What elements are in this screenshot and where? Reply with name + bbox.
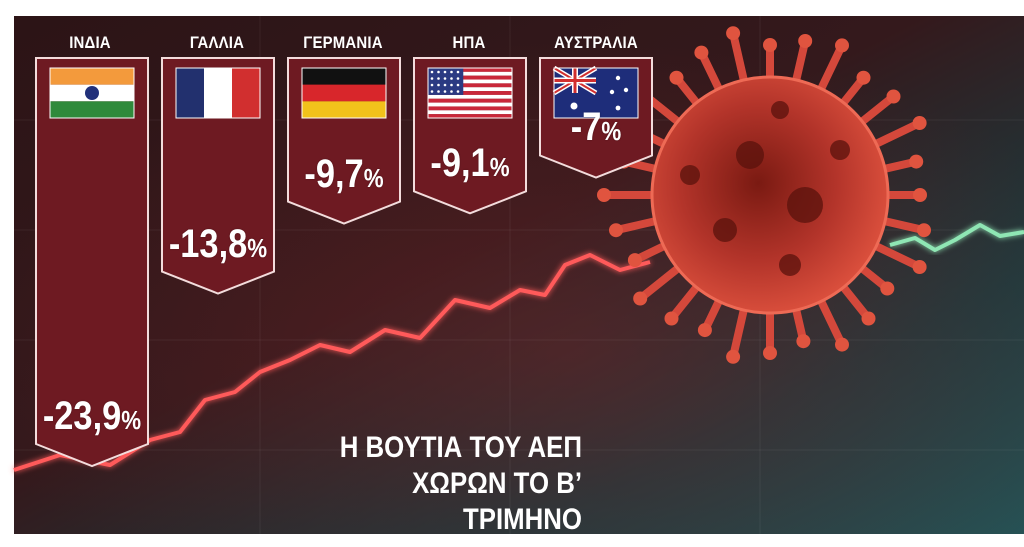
data-label-number: -7 [570,105,602,150]
country-label: ΙΝΔΙΑ [69,33,111,52]
data-label: -13,8% [166,222,269,270]
virus-illustration [597,26,931,364]
india-flag-icon [49,67,135,119]
data-label-unit: % [601,116,622,147]
country-label: ΓΑΛΛΙΑ [189,33,245,52]
data-label: -23,9% [40,394,143,442]
country-label: ΑΥΣΤΡΑΛΙΑ [554,33,638,52]
data-label: -9,7% [292,152,395,200]
bar [35,57,149,468]
data-label-number: -13,8 [168,221,248,266]
country-label: ΗΠΑ [452,33,486,52]
data-label-unit: % [363,162,384,193]
data-label-number: -9,7 [304,151,364,196]
data-label-unit: % [247,232,268,263]
data-label-unit: % [121,405,142,435]
trend-line-red [13,253,651,472]
caption-line-2: ΧΩΡΩΝ ΤΟ Β’ ΤΡΙΜΗΝΟ [412,467,582,536]
data-label: -9,1% [418,141,521,189]
usa-flag-icon [427,67,513,119]
trend-line-green [889,223,1024,252]
data-label-unit: % [489,152,510,183]
data-label-number: -9,1 [430,141,490,186]
country-label: ΓΕΡΜΑΝΙΑ [303,33,383,52]
australia-flag-icon [552,65,639,119]
data-label-number: -23,9 [42,394,122,438]
caption-line-1: Η ΒΟΥΤΙΑ ΤΟΥ ΑΕΠ [339,431,582,464]
germany-flag-icon [301,67,387,119]
data-label: -7% [544,105,647,153]
france-flag-icon [175,67,261,119]
